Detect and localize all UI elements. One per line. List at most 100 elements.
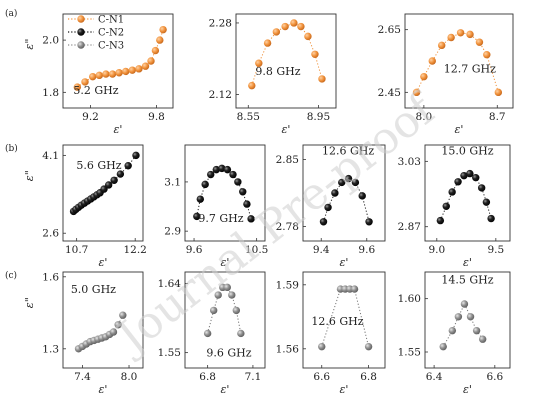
- x-tick-label: 6.4: [426, 371, 443, 383]
- y-tick-label: 2.65: [378, 24, 401, 36]
- data-point: [132, 151, 140, 160]
- data-point: [223, 283, 231, 292]
- data-point: [102, 70, 110, 78]
- x-tick-label: 8.7: [489, 111, 506, 123]
- y-tick-label: 2.12: [209, 89, 232, 101]
- data-point: [428, 57, 436, 65]
- frequency-annotation: 12.6 GHz: [322, 145, 374, 158]
- plot-frame: [62, 144, 144, 242]
- y-tick-label: 4.1: [42, 150, 59, 162]
- panel-b2: 9.6 10.5 2.9 3.1 ε' 9.7 GHz: [164, 144, 268, 269]
- data-point: [104, 181, 113, 189]
- data-point: [115, 69, 123, 77]
- plot-frame: [302, 144, 386, 242]
- data-point: [124, 162, 132, 170]
- data-point: [255, 59, 263, 67]
- data-point: [108, 70, 117, 78]
- data-point: [466, 30, 474, 39]
- data-point: [196, 195, 205, 203]
- data-point: [122, 67, 130, 76]
- y-tick-label: 1.55: [158, 347, 181, 359]
- x-tick-label: 9.4: [313, 244, 330, 256]
- data-point: [272, 28, 281, 36]
- data-point: [290, 19, 298, 27]
- y-tick-label: 3.1: [164, 176, 181, 188]
- plot-frame: [302, 271, 386, 369]
- y-tick-label: 3.03: [398, 156, 421, 168]
- panels-layer: 9.2 9.8 1.8 2.0 ε' ε" 5.2 GHz 8.55 8.95 2.12 2.28 ε…: [23, 13, 514, 396]
- row-label: (c): [5, 270, 17, 281]
- y-tick-label: 1.59: [276, 279, 299, 291]
- frequency-annotation: 15.0 GHz: [441, 145, 493, 158]
- x-tick-label: 8.0: [121, 371, 138, 383]
- y-tick-label: 1.8: [42, 87, 59, 99]
- x-axis-label: ε': [463, 256, 472, 269]
- data-point: [344, 174, 353, 183]
- data-point: [147, 57, 155, 65]
- panel-c2: 6.8 7.1 1.55 1.64 ε' 9.6 GHz: [158, 271, 266, 396]
- x-tick-label: 8.95: [307, 111, 330, 123]
- plot-frame: [235, 13, 337, 109]
- panel-b3: 9.4 9.6 2.78 2.85 ε' 12.6 GHz: [276, 144, 386, 269]
- data-point: [156, 36, 164, 44]
- panel-c4: 6.4 6.6 1.55 1.60 ε' 14.5 GHz: [398, 271, 511, 396]
- plot-frame: [424, 271, 511, 369]
- data-point: [460, 300, 469, 308]
- series-line: [439, 173, 492, 221]
- plot-frame: [184, 144, 266, 242]
- data-point: [472, 173, 480, 182]
- data-point: [193, 212, 201, 221]
- row-labels: (a) (b) (c): [5, 8, 18, 281]
- plot-frame: [424, 144, 511, 242]
- plot-frame: [62, 271, 144, 369]
- y-tick-label: 2.6: [42, 228, 59, 240]
- x-tick-label: 7.1: [245, 371, 262, 383]
- x-tick-label: 6.8: [360, 371, 377, 383]
- y-tick-label: 1.3: [42, 343, 59, 355]
- data-point: [448, 188, 456, 196]
- y-axis-label: ε": [23, 170, 36, 181]
- data-point: [248, 81, 256, 90]
- x-tick-label: 9.6: [186, 244, 203, 256]
- data-point: [141, 62, 150, 70]
- x-tick-label: 9.0: [428, 244, 445, 256]
- y-tick-label: 2.0: [42, 35, 59, 47]
- panel-a1: 9.2 9.8 1.8 2.0 ε' ε" 5.2 GHz: [23, 13, 174, 136]
- data-point: [472, 326, 481, 335]
- x-tick-label: 8.55: [237, 111, 260, 123]
- y-tick-label: 1.64: [158, 278, 182, 290]
- data-point: [263, 39, 272, 47]
- frequency-annotation: 5.2 GHz: [73, 84, 118, 97]
- data-point: [365, 218, 373, 226]
- y-tick-label: 2.85: [276, 154, 299, 166]
- y-tick-label: 1.56: [276, 343, 300, 355]
- panel-b4: 9.0 9.5 2.87 3.03 ε' 15.0 GHz: [398, 144, 511, 269]
- data-point: [454, 178, 462, 186]
- data-point: [114, 321, 122, 329]
- frequency-annotation: 5.0 GHz: [71, 283, 116, 296]
- data-point: [439, 342, 447, 351]
- series-line: [442, 302, 484, 347]
- x-tick-label: 9.8: [148, 111, 165, 123]
- data-point: [212, 165, 221, 174]
- y-axis-label: ε": [23, 297, 36, 308]
- data-point: [331, 189, 339, 197]
- data-point: [81, 78, 89, 86]
- x-tick-label: 10.7: [65, 244, 88, 256]
- data-point: [448, 326, 457, 335]
- legend-label: C-N2: [98, 28, 124, 39]
- x-tick-label: 9.6: [358, 244, 375, 256]
- legend-marker: [77, 28, 85, 36]
- data-point: [159, 25, 167, 34]
- data-point: [324, 203, 332, 212]
- x-tick-label: 7.4: [74, 371, 91, 383]
- data-point: [478, 335, 487, 343]
- data-point: [350, 285, 359, 293]
- panel-a2: 8.55 8.95 2.12 2.28 ε' 9.8 GHz: [209, 13, 337, 136]
- data-point: [358, 192, 366, 200]
- x-axis-label: ε': [340, 256, 349, 269]
- data-point: [89, 72, 97, 81]
- series-line: [416, 32, 499, 93]
- data-point: [247, 215, 255, 223]
- data-point: [229, 170, 237, 179]
